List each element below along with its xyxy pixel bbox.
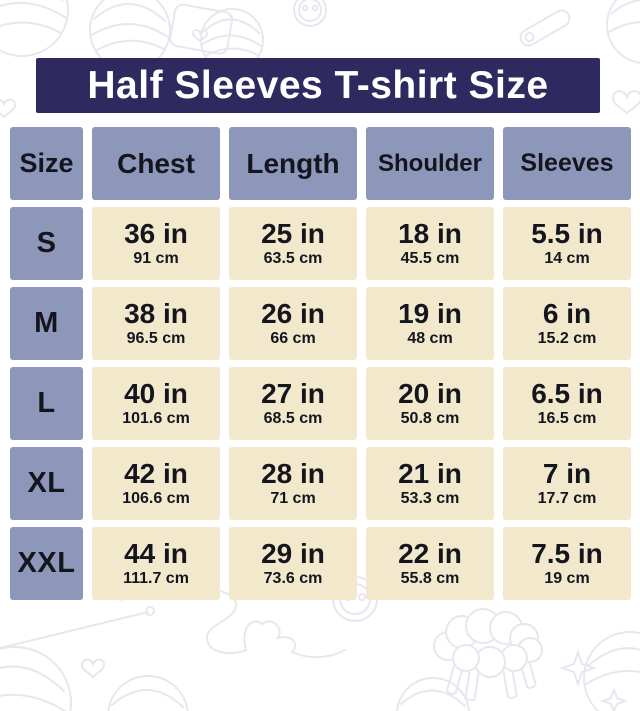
button-icon — [293, 0, 327, 27]
value-inches: 29 in — [261, 537, 325, 569]
value-cm: 15.2 cm — [537, 330, 597, 348]
cell-s-length: 25 in 63.5 cm — [229, 207, 357, 280]
cell-l-chest: 40 in 101.6 cm — [92, 367, 220, 440]
knitting-needle-icon — [0, 606, 155, 650]
row-label-m: M — [10, 287, 83, 360]
cell-m-chest: 38 in 96.5 cm — [92, 287, 220, 360]
value-inches: 19 in — [398, 297, 462, 329]
value-cm: 101.6 cm — [122, 410, 190, 428]
cell-m-length: 26 in 66 cm — [229, 287, 357, 360]
value-cm: 71 cm — [270, 490, 316, 508]
value-cm: 68.5 cm — [263, 410, 323, 428]
heart-icon — [0, 98, 17, 119]
column-header-shoulder: Shoulder — [366, 127, 494, 200]
cell-xl-chest: 42 in 106.6 cm — [92, 447, 220, 520]
row-label-l: L — [10, 367, 83, 440]
yarn-ball-icon — [89, 0, 171, 71]
cell-xl-sleeves: 7 in 17.7 cm — [503, 447, 631, 520]
value-cm: 14 cm — [544, 250, 590, 268]
yarn-ball-icon — [0, 646, 72, 711]
value-inches: 40 in — [124, 377, 188, 409]
value-cm: 17.7 cm — [537, 490, 597, 508]
value-cm: 19 cm — [544, 570, 590, 588]
column-header-size: Size — [10, 127, 83, 200]
value-inches: 7 in — [542, 457, 592, 489]
value-cm: 66 cm — [270, 330, 316, 348]
value-inches: 26 in — [261, 297, 325, 329]
cell-xxl-sleeves: 7.5 in 19 cm — [503, 527, 631, 600]
value-inches: 6.5 in — [531, 377, 603, 409]
cell-s-chest: 36 in 91 cm — [92, 207, 220, 280]
value-inches: 7.5 in — [531, 537, 603, 569]
yarn-string-heart-icon — [119, 586, 346, 658]
value-cm: 48 cm — [407, 330, 453, 348]
yarn-ball-icon — [396, 677, 470, 711]
value-cm: 63.5 cm — [263, 250, 323, 268]
value-inches: 20 in — [398, 377, 462, 409]
cell-xxl-length: 29 in 73.6 cm — [229, 527, 357, 600]
cell-l-length: 27 in 68.5 cm — [229, 367, 357, 440]
value-cm: 53.3 cm — [400, 490, 460, 508]
row-label-xl: XL — [10, 447, 83, 520]
size-chart-table: Size Chest Length Shoulder Sleeves S 36 … — [10, 127, 631, 600]
yarn-ball-icon — [583, 631, 640, 711]
cell-m-sleeves: 6 in 15.2 cm — [503, 287, 631, 360]
value-cm: 45.5 cm — [400, 250, 460, 268]
cell-xxl-shoulder: 22 in 55.8 cm — [366, 527, 494, 600]
value-inches: 28 in — [261, 457, 325, 489]
title-banner: Half Sleeves T-shirt Size — [36, 58, 600, 113]
row-label-s: S — [10, 207, 83, 280]
value-inches: 44 in — [124, 537, 188, 569]
value-inches: 38 in — [124, 297, 188, 329]
value-inches: 21 in — [398, 457, 462, 489]
value-cm: 16.5 cm — [537, 410, 597, 428]
yarn-ball-icon — [107, 675, 189, 711]
cell-m-shoulder: 19 in 48 cm — [366, 287, 494, 360]
value-inches: 25 in — [261, 217, 325, 249]
sheep-icon — [433, 608, 543, 702]
cell-xxl-chest: 44 in 111.7 cm — [92, 527, 220, 600]
value-cm: 50.8 cm — [400, 410, 460, 428]
value-cm: 96.5 cm — [126, 330, 186, 348]
column-header-chest: Chest — [92, 127, 220, 200]
column-header-length: Length — [229, 127, 357, 200]
value-cm: 111.7 cm — [123, 570, 189, 588]
cell-xl-shoulder: 21 in 53.3 cm — [366, 447, 494, 520]
page-title: Half Sleeves T-shirt Size — [87, 63, 549, 107]
value-inches: 5.5 in — [531, 217, 603, 249]
cell-l-shoulder: 20 in 50.8 cm — [366, 367, 494, 440]
value-cm: 55.8 cm — [400, 570, 460, 588]
value-cm: 106.6 cm — [122, 490, 190, 508]
heart-icon — [611, 90, 640, 115]
yarn-ball-icon — [606, 0, 640, 64]
cell-l-sleeves: 6.5 in 16.5 cm — [503, 367, 631, 440]
value-inches: 18 in — [398, 217, 462, 249]
value-cm: 73.6 cm — [263, 570, 323, 588]
yarn-ball-icon — [0, 0, 69, 57]
value-inches: 6 in — [542, 297, 592, 329]
sparkle-icon — [600, 687, 628, 711]
value-inches: 42 in — [124, 457, 188, 489]
value-inches: 36 in — [124, 217, 188, 249]
heart-icon — [80, 658, 106, 679]
row-label-xxl: XXL — [10, 527, 83, 600]
safety-pin-icon — [519, 9, 571, 47]
cell-s-shoulder: 18 in 45.5 cm — [366, 207, 494, 280]
cell-s-sleeves: 5.5 in 14 cm — [503, 207, 631, 280]
yarn-ball-icon — [200, 8, 264, 72]
value-cm: 91 cm — [133, 250, 179, 268]
value-inches: 22 in — [398, 537, 462, 569]
column-header-sleeves: Sleeves — [503, 127, 631, 200]
value-inches: 27 in — [261, 377, 325, 409]
cell-xl-length: 28 in 71 cm — [229, 447, 357, 520]
